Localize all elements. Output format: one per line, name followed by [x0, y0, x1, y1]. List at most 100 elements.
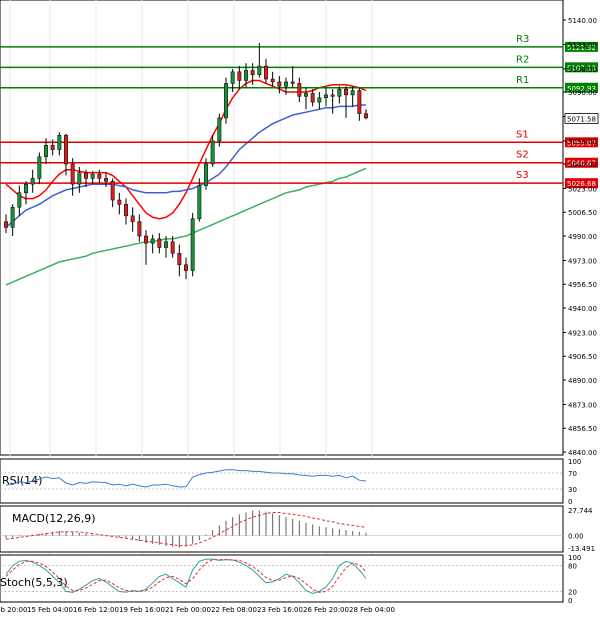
rsi-label: RSI(14): [2, 474, 42, 487]
candle-body: [250, 70, 255, 75]
candle-body: [184, 264, 188, 271]
candle-body: [157, 238, 162, 248]
macd-tick-label: 0.00: [568, 533, 584, 541]
stoch-tick-label: 80: [568, 563, 577, 571]
candle-body: [144, 235, 148, 244]
level-price-label: 5040.87: [567, 160, 596, 168]
stoch-panel-frame: [0, 554, 564, 603]
level-name: S1: [516, 129, 529, 140]
price-tick-label: 5040.00: [568, 161, 597, 169]
macd-tick-label: -13.491: [568, 545, 595, 553]
current-price-label: 5071.58: [567, 116, 596, 124]
rsi-tick-label: 0: [568, 498, 572, 506]
candle-body: [230, 71, 235, 84]
price-tick-label: 5140.00: [568, 17, 597, 25]
candle-body: [197, 185, 202, 219]
price-tick-label: 5106.00: [568, 66, 597, 74]
price-tick-label: 4940.00: [568, 305, 597, 313]
level-name: R3: [516, 34, 529, 45]
candle-body: [244, 70, 248, 81]
candle-body: [30, 178, 35, 185]
macd-panel-frame: [0, 505, 564, 553]
candle-body: [170, 241, 175, 254]
macd-label: MACD(12,26,9): [12, 512, 96, 525]
candle-body: [270, 78, 275, 83]
time-tick-label: 16 Feb 12:00: [73, 606, 119, 614]
rsi-tick-label: 70: [568, 470, 577, 478]
price-tick-label: 5123.00: [568, 41, 597, 49]
candle-body: [104, 178, 108, 182]
time-tick-label: Feb 20:00: [0, 606, 27, 614]
candle-body: [324, 94, 328, 99]
candle-body: [357, 90, 362, 114]
price-tick-label: 4873.00: [568, 401, 597, 409]
moving-average-line: [5, 167, 367, 286]
price-tick-label: 4990.00: [568, 233, 597, 241]
candle-body: [70, 163, 75, 185]
candle-body: [57, 134, 62, 150]
candle-body: [97, 173, 102, 179]
stoch-d-line: [5, 559, 367, 593]
candle-body: [17, 192, 22, 208]
rsi-tick-label: 100: [568, 458, 581, 466]
time-tick-label: 19 Feb 16:00: [119, 606, 165, 614]
candle-body: [77, 172, 82, 185]
price-tick-label: 4840.00: [568, 449, 597, 457]
time-tick-label: 15 Feb 04:00: [27, 606, 73, 614]
macd-axis: 27.744 0.00 -13.491: [568, 507, 595, 553]
candle-body: [224, 83, 228, 119]
price-tick-label: 4973.00: [568, 257, 597, 265]
price-tick-label: 5056.00: [568, 138, 597, 146]
time-tick-label: 26 Feb 20:00: [303, 606, 349, 614]
level-price-label: 5121.32: [567, 44, 596, 52]
price-tick-label: 4890.00: [568, 377, 597, 385]
price-tick-label: 5023.00: [568, 185, 597, 193]
candle-body: [277, 81, 282, 87]
stoch-tick-label: 20: [568, 588, 577, 596]
level-price-label: 5055.07: [567, 139, 596, 147]
price-panel-frame: [0, 0, 564, 456]
price-tick-label: 4856.50: [568, 425, 597, 433]
candle-body: [264, 65, 268, 80]
macd-panel: MACD(12,26,9) 27.744 0.00 -13.491: [0, 505, 595, 553]
candles: [4, 43, 368, 280]
candle-body: [337, 88, 342, 97]
candle-body: [190, 218, 195, 271]
rsi-tick-label: 30: [568, 486, 577, 494]
candle-body: [150, 238, 155, 244]
moving-average-line: [5, 104, 366, 228]
price-tick-label: 5006.50: [568, 209, 597, 217]
candle-body: [84, 172, 88, 179]
level-price-box: [565, 62, 598, 73]
candle-body: [350, 90, 355, 96]
candle-body: [110, 181, 115, 201]
rsi-panel-frame: [0, 458, 564, 504]
stoch-tick-label: 0: [568, 597, 572, 605]
candle-body: [4, 221, 8, 228]
candle-body: [130, 215, 135, 222]
candle-body: [204, 163, 208, 186]
rsi-line: [5, 469, 367, 488]
candle-body: [210, 140, 215, 165]
candle-body: [177, 253, 182, 266]
rsi-plot: [0, 469, 563, 490]
candle-body: [37, 156, 42, 179]
candle-body: [304, 93, 308, 97]
candle-body: [64, 134, 68, 165]
price-tick-label: 4956.50: [568, 281, 597, 289]
candle-body: [290, 81, 295, 84]
candle-body: [310, 93, 315, 103]
time-tick-label: 23 Feb 16:00: [257, 606, 303, 614]
stoch-k-line: [5, 558, 367, 595]
candle-body: [297, 83, 302, 97]
candle-body: [50, 145, 55, 150]
support-resistance-levels: R3 5121.32 R2 5107.13 R1 5092.93 S1 5055.07 S2 50…: [0, 34, 598, 189]
candle-body: [124, 204, 128, 217]
macd-plot: [0, 510, 563, 548]
current-price-box: [564, 113, 599, 124]
price-axis: 5140.005123.005106.005090.005073.005056.…: [563, 17, 599, 457]
level-price-box: [565, 41, 598, 52]
candle-body: [237, 71, 242, 81]
